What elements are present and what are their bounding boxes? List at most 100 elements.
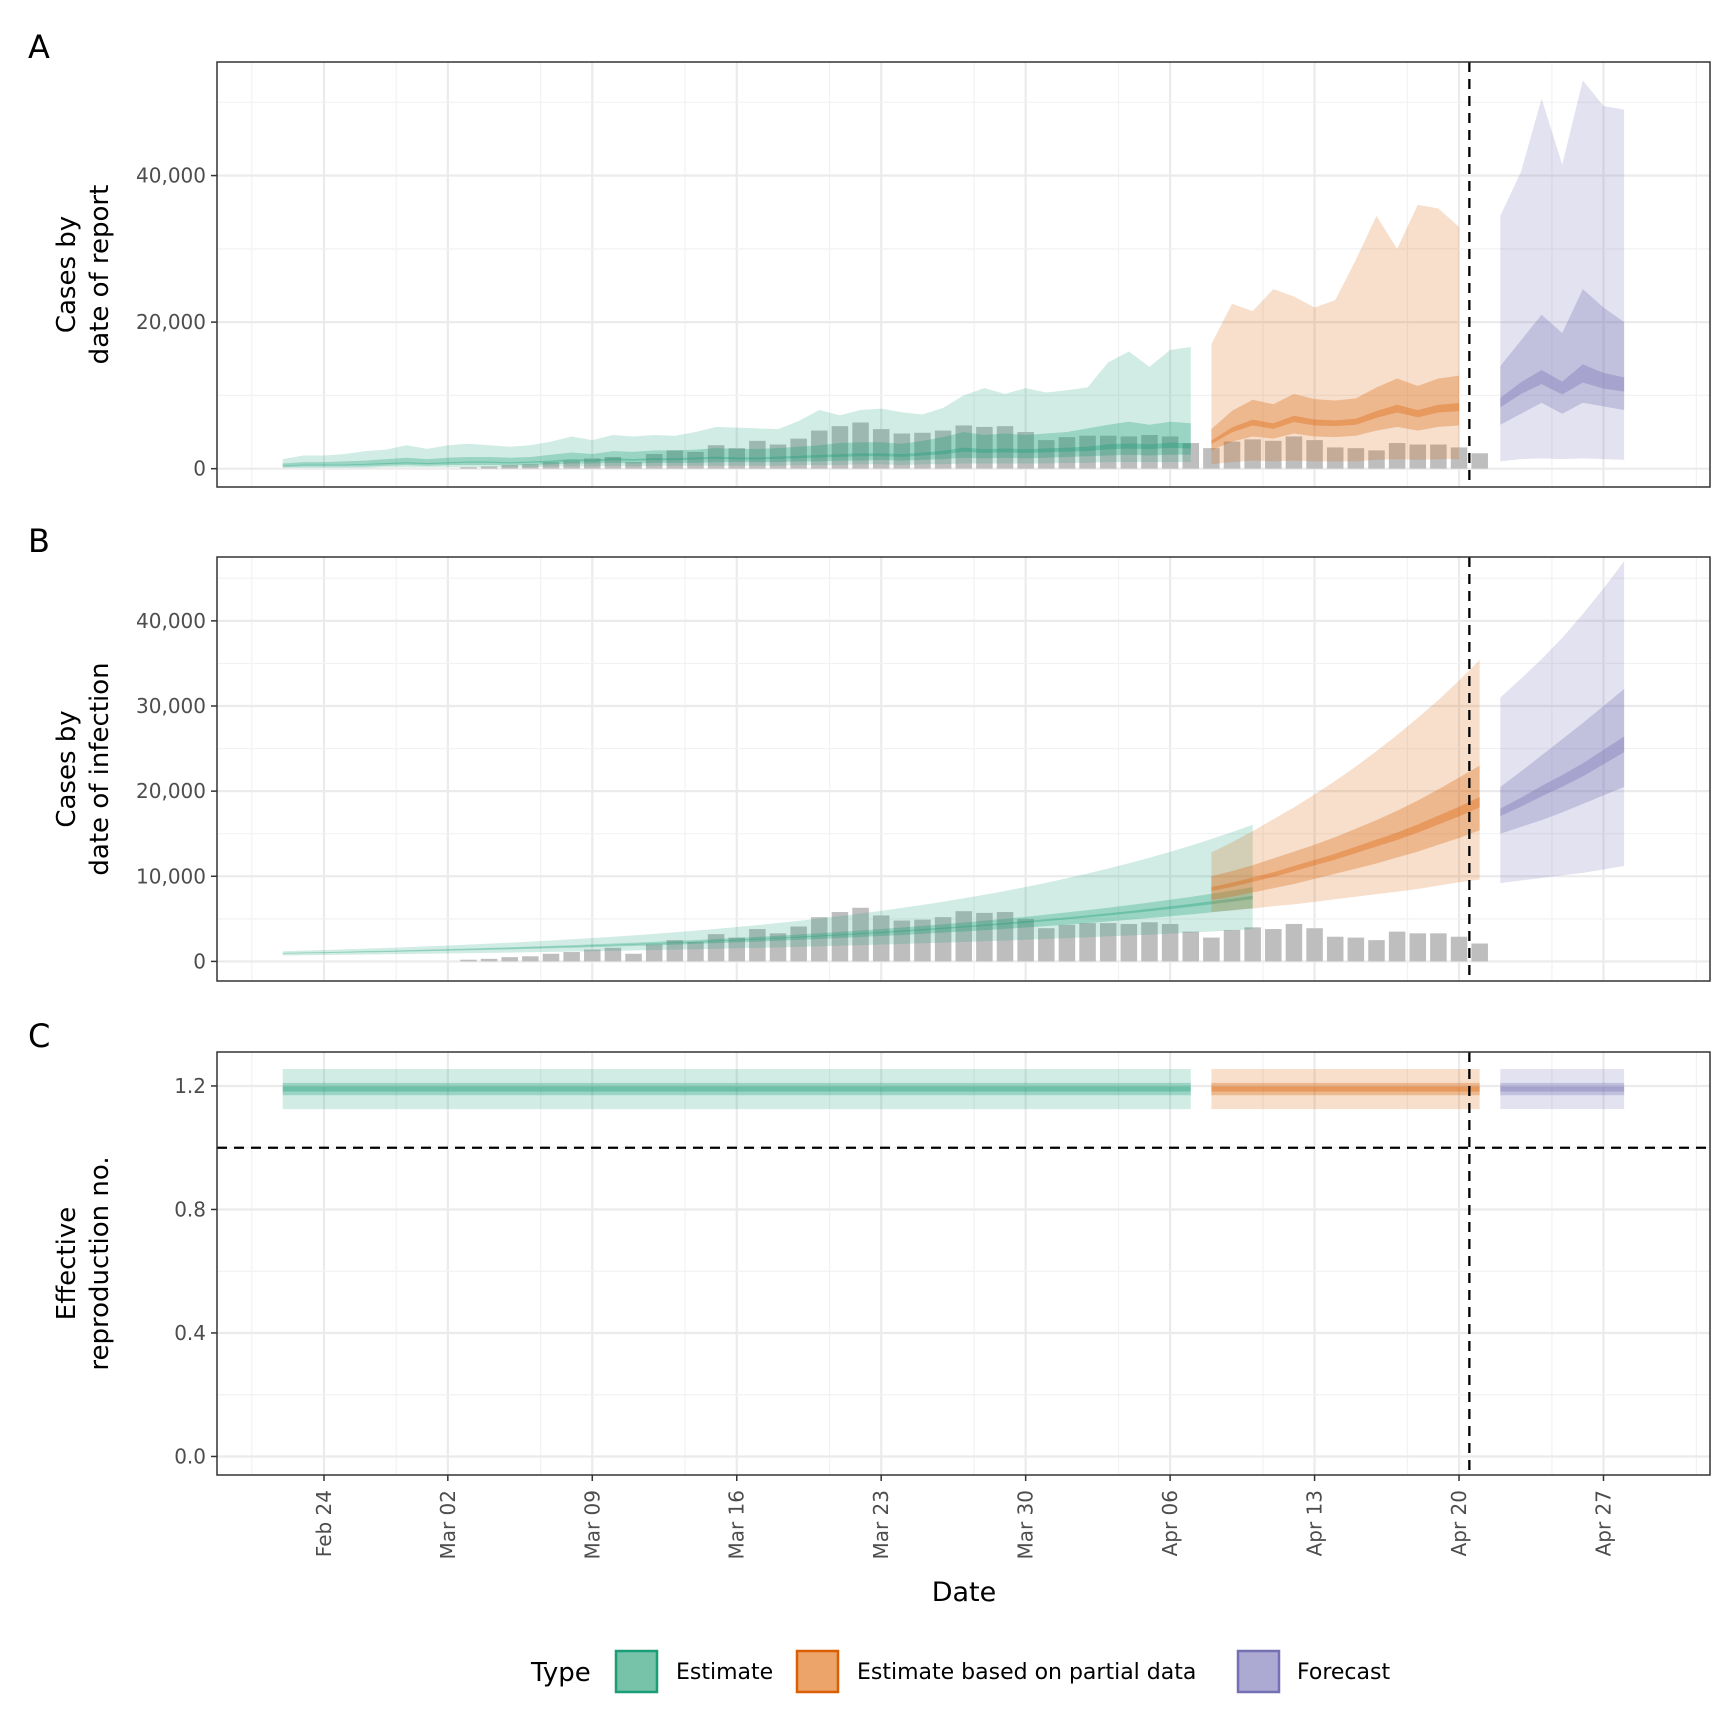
- observed-bar: [1058, 437, 1076, 469]
- observed-bar: [955, 911, 973, 962]
- median-ribbon-forecast: [1500, 1086, 1625, 1092]
- y-tick-label: 0: [193, 457, 206, 481]
- panel-c-background: [217, 1052, 1710, 1475]
- y-tick-label: 0.0: [174, 1444, 206, 1468]
- y-tick-label: 0.4: [174, 1321, 206, 1345]
- observed-bar: [1388, 443, 1406, 469]
- legend-label-forecast: Forecast: [1297, 1660, 1390, 1685]
- observed-bar: [996, 912, 1014, 962]
- observed-bar: [790, 438, 807, 469]
- x-tick-label: Apr 27: [1591, 1490, 1615, 1556]
- observed-bar: [1388, 931, 1406, 962]
- y-axis-title-line: date of report: [85, 185, 115, 365]
- observed-bar: [687, 941, 704, 962]
- panel-b-band-estimate: [282, 824, 1253, 956]
- observed-bar: [852, 907, 869, 962]
- observed-bar: [1265, 440, 1282, 469]
- y-tick-label: 20,000: [136, 310, 206, 334]
- panel-b-background: [217, 557, 1710, 981]
- observed-bar: [1099, 923, 1117, 962]
- observed-bar: [1265, 929, 1282, 962]
- observed-bar: [625, 953, 642, 962]
- y-tick-label: 40,000: [136, 609, 206, 633]
- panel-c-band-estimate: [282, 1068, 1191, 1110]
- observed-bar: [1223, 441, 1241, 469]
- observed-bar: [1017, 918, 1034, 962]
- y-tick-label: 40,000: [136, 164, 206, 188]
- observed-bar: [1326, 936, 1344, 962]
- observed-bar: [1285, 923, 1303, 962]
- x-axis-title: Date: [932, 1577, 997, 1608]
- panel-b-letter: B: [28, 522, 50, 560]
- observed-bar: [914, 432, 931, 469]
- observed-bar: [1141, 922, 1158, 962]
- median-ribbon-estimate: [282, 442, 1191, 467]
- median-ribbon-forecast: [1500, 736, 1625, 817]
- outer-ribbon-partial-data: [1211, 204, 1460, 465]
- panel-b-cases-by-infection: B 0 10,000 20,000 30,000 40,000 Cases by date …: [28, 522, 1711, 982]
- observed-bar: [604, 456, 622, 469]
- panel-a-y-axis: 0 20,000 40,000: [136, 164, 217, 481]
- inner-ribbon-estimate: [282, 1082, 1191, 1096]
- observed-bar: [1182, 931, 1200, 962]
- observed-bar: [1409, 444, 1427, 469]
- y-axis-title-line: Cases by: [52, 710, 82, 827]
- observed-bar: [893, 920, 911, 962]
- inner-ribbon-partial-data: [1211, 1082, 1480, 1096]
- inner-ribbon-forecast: [1500, 289, 1625, 425]
- outer-ribbon-partial-data: [1211, 1068, 1480, 1110]
- observed-bar: [749, 929, 766, 962]
- observed-bar: [790, 926, 807, 962]
- observed-bar: [1306, 440, 1323, 469]
- inner-ribbon-estimate: [282, 887, 1253, 954]
- panel-a-cases-by-report: A 0 20,000 40,000 Cases by date of report: [28, 28, 1711, 488]
- observed-bar: [1347, 448, 1365, 469]
- observed-bar: [666, 940, 684, 962]
- panel-a-band-forecast: [1500, 80, 1625, 462]
- median-ribbon-forecast: [1500, 364, 1625, 408]
- observed-bar: [707, 445, 725, 469]
- legend-title: Type: [530, 1658, 591, 1688]
- panel-b-band-forecast: [1500, 561, 1625, 884]
- observed-bar: [645, 944, 663, 962]
- outer-ribbon-estimate: [282, 824, 1253, 956]
- x-tick-label: Mar 23: [869, 1490, 893, 1560]
- median-ribbon-partial-data: [1211, 797, 1480, 891]
- observed-bar: [1203, 448, 1220, 469]
- observed-bar: [769, 933, 787, 962]
- panel-a-background: [217, 62, 1710, 487]
- observed-bar: [563, 952, 580, 962]
- observed-bar: [1141, 434, 1158, 469]
- observed-bar: [584, 458, 601, 469]
- observed-bar: [1079, 923, 1096, 962]
- observed-bar: [1450, 447, 1468, 469]
- observed-bar: [604, 947, 622, 962]
- observed-bar: [1471, 943, 1488, 962]
- legend-key-forecast: [1236, 1649, 1281, 1694]
- observed-bar: [1285, 436, 1303, 469]
- observed-bar: [811, 430, 828, 469]
- y-tick-label: 30,000: [136, 694, 206, 718]
- observed-bar: [831, 912, 849, 962]
- legend-key-partial-data: [795, 1649, 840, 1694]
- outer-ribbon-estimate: [282, 1068, 1191, 1110]
- observed-bar: [1099, 435, 1117, 469]
- inner-ribbon-estimate: [282, 421, 1191, 468]
- panel-a-border: [216, 61, 1711, 488]
- y-tick-label: 20,000: [136, 779, 206, 803]
- observed-bar: [831, 426, 849, 469]
- observed-bar: [563, 460, 580, 469]
- x-tick-label: Mar 02: [436, 1490, 460, 1560]
- observed-bar: [872, 915, 890, 962]
- observed-bar: [687, 451, 704, 469]
- legend-item-forecast: Forecast: [1236, 1649, 1390, 1694]
- observed-bar: [1450, 936, 1468, 962]
- observed-bar: [1161, 436, 1179, 469]
- observed-bar: [728, 448, 745, 469]
- observed-bar: [707, 934, 725, 962]
- observed-bar: [1326, 447, 1344, 469]
- panel-a-band-estimate: [282, 347, 1191, 468]
- legend-label-partial-data: Estimate based on partial data: [857, 1660, 1196, 1685]
- median-ribbon-partial-data: [1211, 1086, 1480, 1092]
